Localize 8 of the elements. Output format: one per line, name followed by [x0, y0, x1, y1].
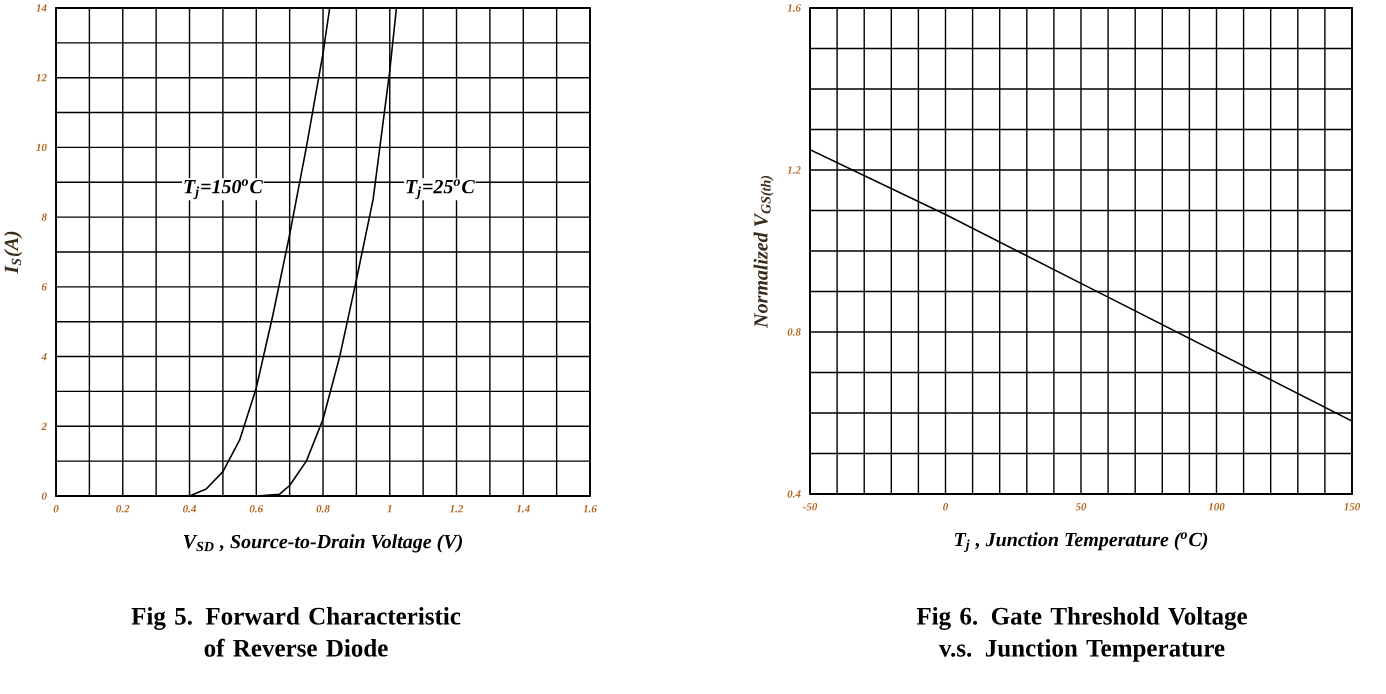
- annotation: T$_{j}$=150$^{o}$C: [184, 179, 263, 200]
- y-axis-title: I$_{S}$(A): [4, 231, 23, 274]
- annotation: T$_{j}$=25$^{o}$C: [406, 179, 475, 200]
- text: Fig 6. Gate Threshold Voltage v.s. Junction Temperature: [916, 607, 1248, 662]
- x-axis-title: V$_{SD}$ , Source-to-Drain Voltage (V): [183, 534, 463, 553]
- x-axis-title: T$_{j}$ , Junction Temperature ($^{o}$C): [954, 532, 1208, 553]
- y-axis-title: Normalized V$_{GS(th)}$: [753, 175, 774, 329]
- text: Fig 5. Forward Characteristic of Reverse Diode: [131, 607, 461, 657]
